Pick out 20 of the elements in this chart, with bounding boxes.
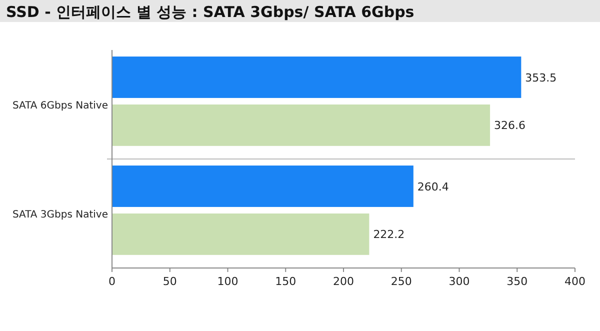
- x-tick-label: 350: [506, 275, 528, 288]
- y-tick-label: SATA 3Gbps Native: [12, 210, 108, 220]
- data-label: 260.4: [417, 180, 449, 194]
- x-tick-label: 300: [448, 275, 470, 288]
- bar: [112, 214, 370, 255]
- x-tick-label: 250: [390, 275, 412, 288]
- bar: [112, 56, 522, 98]
- x-tick-label: 400: [564, 275, 586, 288]
- chart-title: SSD - 인터페이스 별 성능 : SATA 3Gbps/ SATA 6Gbps: [6, 3, 414, 21]
- x-tick-label: 200: [333, 275, 354, 288]
- x-tick-label: 100: [217, 275, 238, 288]
- x-tick-label: 50: [162, 275, 177, 288]
- y-tick-label: SATA 6Gbps Native: [12, 100, 108, 112]
- data-label: 222.2: [373, 228, 405, 242]
- data-label: 326.6: [494, 119, 526, 132]
- bar: [112, 166, 414, 207]
- bar: [112, 104, 490, 146]
- x-tick-label: 150: [275, 275, 296, 288]
- x-tick-label: 0: [108, 275, 116, 288]
- data-label: 353.5: [525, 71, 557, 84]
